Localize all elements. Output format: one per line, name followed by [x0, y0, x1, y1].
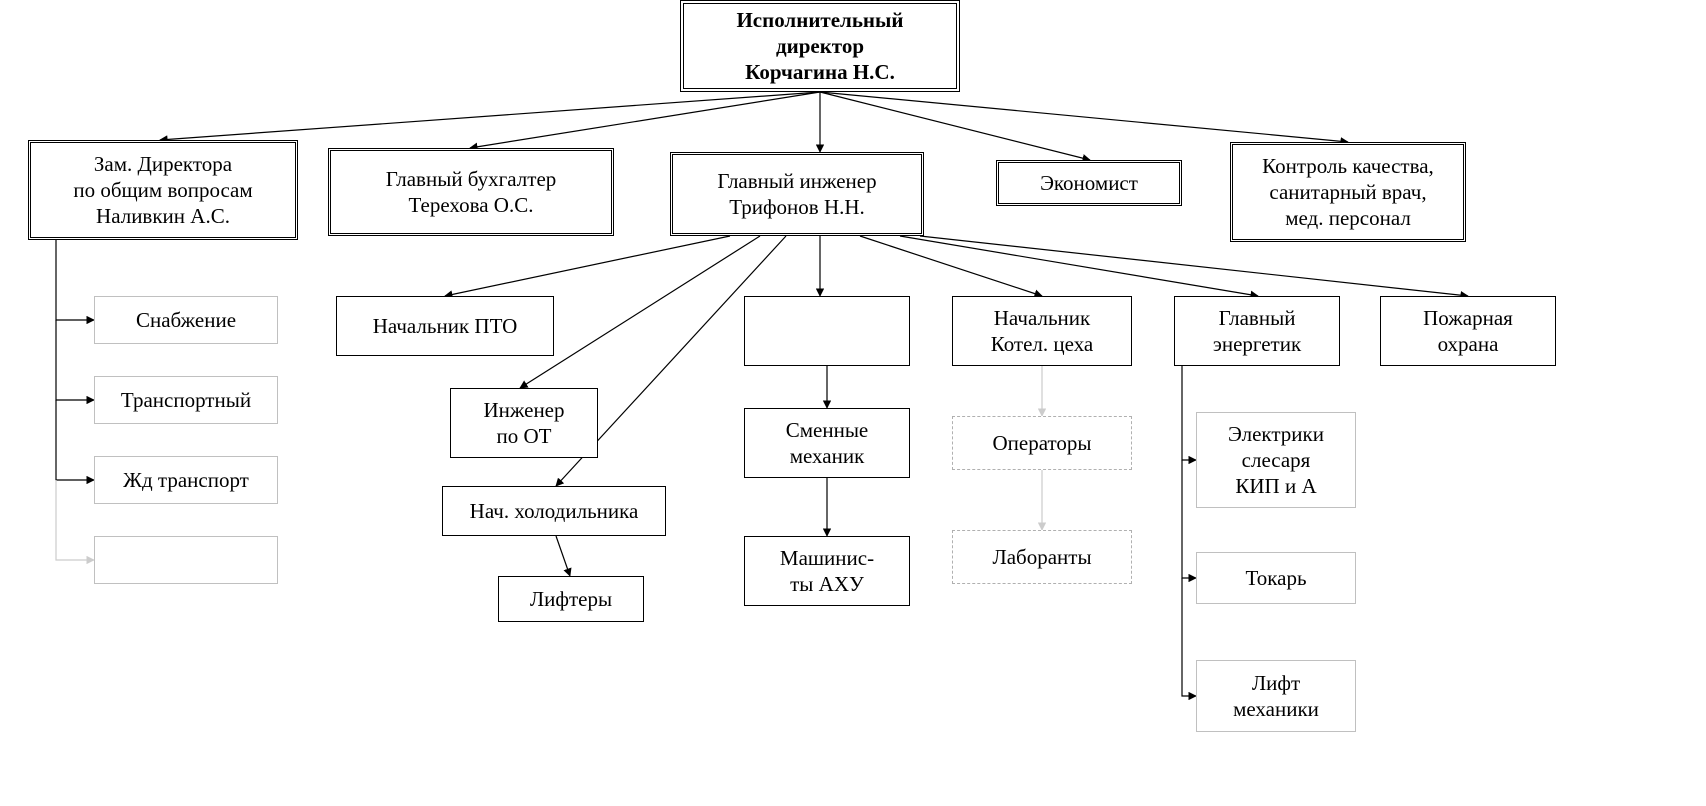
node-text: Котел. цеха — [991, 331, 1094, 357]
edge — [56, 480, 94, 560]
node-economist: Экономист — [996, 160, 1182, 206]
node-blank1 — [94, 536, 278, 584]
edge — [556, 536, 570, 576]
node-text: Главный инженер — [717, 168, 876, 194]
edge — [1182, 578, 1196, 696]
edge — [520, 236, 760, 388]
node-text: Начальник — [994, 305, 1090, 331]
node-energetik: Главныйэнергетик — [1174, 296, 1340, 366]
node-text: Транспортный — [121, 387, 251, 413]
node-axu: Машинис-ты АХУ — [744, 536, 910, 606]
node-text: охрана — [1438, 331, 1499, 357]
edge — [920, 236, 1468, 296]
node-text: энергетик — [1213, 331, 1301, 357]
node-text: Наливкин А.С. — [96, 203, 230, 229]
edge — [160, 92, 820, 140]
edge — [820, 92, 1348, 142]
node-text: Пожарная — [1423, 305, 1513, 331]
node-text: Операторы — [992, 430, 1091, 456]
edge — [445, 236, 730, 296]
node-text: механик — [790, 443, 865, 469]
node-text: Зам. Директора — [94, 151, 232, 177]
node-text: санитарный врач, — [1269, 179, 1426, 205]
node-text: Исполнительный — [736, 7, 903, 33]
node-quality: Контроль качества,санитарный врач,мед. п… — [1230, 142, 1466, 242]
node-pto: Начальник ПТО — [336, 296, 554, 356]
node-engineer: Главный инженерТрифонов Н.Н. — [670, 152, 924, 236]
node-text: Электрики — [1228, 421, 1324, 447]
node-text: механики — [1233, 696, 1319, 722]
node-mech: Сменныемеханик — [744, 408, 910, 478]
node-text: Трифонов Н.Н. — [729, 194, 865, 220]
edge — [56, 400, 94, 480]
edge — [860, 236, 1042, 296]
node-text: Лаборанты — [992, 544, 1091, 570]
edge — [1182, 460, 1196, 578]
node-text: Жд транспорт — [123, 467, 249, 493]
node-liftmech: Лифтмеханики — [1196, 660, 1356, 732]
edge — [56, 240, 94, 320]
node-deputy: Зам. Директорапо общим вопросамНаливкин … — [28, 140, 298, 240]
node-text: Токарь — [1245, 565, 1306, 591]
node-text: Экономист — [1040, 170, 1138, 196]
node-text: директор — [776, 33, 864, 59]
node-labor: Лаборанты — [952, 530, 1132, 584]
node-text: Начальник ПТО — [373, 313, 518, 339]
node-operators: Операторы — [952, 416, 1132, 470]
node-text: Нач. холодильника — [470, 498, 639, 524]
node-kip: ЭлектрикислесаряКИП и А — [1196, 412, 1356, 508]
node-transport: Транспортный — [94, 376, 278, 424]
node-fire: Пожарнаяохрана — [1380, 296, 1556, 366]
node-text: Снабжение — [136, 307, 236, 333]
node-supply: Снабжение — [94, 296, 278, 344]
node-text: Главный — [1219, 305, 1296, 331]
node-boiler: НачальникКотел. цеха — [952, 296, 1132, 366]
node-railway: Жд транспорт — [94, 456, 278, 504]
node-text: Инженер — [483, 397, 564, 423]
node-text: по общим вопросам — [73, 177, 252, 203]
node-text: Лифт — [1252, 670, 1300, 696]
node-root: ИсполнительныйдиректорКорчагина Н.С. — [680, 0, 960, 92]
node-text: Машинис- — [780, 545, 874, 571]
edge — [820, 92, 1090, 160]
node-text: Главный бухгалтер — [386, 166, 557, 192]
edge — [56, 320, 94, 400]
node-freezer: Нач. холодильника — [442, 486, 666, 536]
edge — [1182, 366, 1196, 460]
edge — [900, 236, 1258, 296]
node-text: по ОТ — [497, 423, 552, 449]
node-blank2 — [744, 296, 910, 366]
node-text: мед. персонал — [1285, 205, 1411, 231]
node-tokar: Токарь — [1196, 552, 1356, 604]
node-text: Терехова О.С. — [409, 192, 534, 218]
node-text: Лифтеры — [530, 586, 612, 612]
node-text: КИП и А — [1235, 473, 1316, 499]
node-text: Корчагина Н.С. — [745, 59, 895, 85]
node-text: Контроль качества, — [1262, 153, 1434, 179]
node-text: ты АХУ — [790, 571, 864, 597]
node-text: Сменные — [786, 417, 869, 443]
node-ot: Инженерпо ОТ — [450, 388, 598, 458]
node-accountant: Главный бухгалтерТерехова О.С. — [328, 148, 614, 236]
node-lifters: Лифтеры — [498, 576, 644, 622]
node-text: слесаря — [1242, 447, 1311, 473]
edge — [470, 92, 820, 148]
